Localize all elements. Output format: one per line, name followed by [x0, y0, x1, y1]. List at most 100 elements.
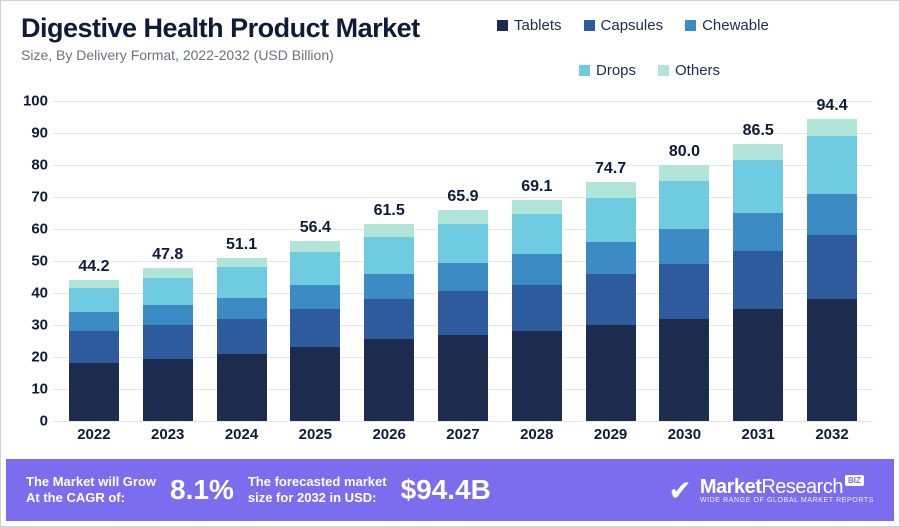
- cagr-value: 8.1%: [170, 474, 234, 506]
- bar-total-label: 56.4: [290, 219, 340, 237]
- y-tick-label: 10: [13, 381, 48, 398]
- legend-swatch: [579, 65, 590, 76]
- legend: TabletsCapsulesChewableDropsOthers: [497, 17, 877, 79]
- bar-column: 44.2: [69, 280, 119, 421]
- cagr-text: The Market will GrowAt the CAGR of:: [26, 474, 156, 507]
- x-tick-label: 2030: [659, 426, 709, 443]
- bar-segment-chewable: [438, 263, 488, 292]
- bar-segment-others: [807, 119, 857, 136]
- bar-column: 56.4: [290, 241, 340, 421]
- x-tick-label: 2031: [733, 426, 783, 443]
- legend-swatch: [685, 20, 696, 31]
- y-tick-label: 40: [13, 285, 48, 302]
- bar-segment-tablets: [290, 347, 340, 421]
- bar-segment-capsules: [143, 325, 193, 359]
- y-tick-label: 20: [13, 349, 48, 366]
- grid-line: [53, 421, 873, 422]
- bar-segment-others: [69, 280, 119, 289]
- bar-segment-others: [586, 182, 636, 198]
- bar-segment-chewable: [512, 254, 562, 285]
- bar-segment-capsules: [586, 274, 636, 325]
- bar-total-label: 69.1: [512, 178, 562, 196]
- bar-column: 47.8: [143, 268, 193, 421]
- bar-segment-chewable: [807, 194, 857, 236]
- legend-item: Tablets: [497, 17, 562, 34]
- bar-stack: 56.4: [290, 241, 340, 421]
- x-tick-label: 2022: [69, 426, 119, 443]
- bar-segment-chewable: [586, 242, 636, 274]
- bar-column: 74.7: [586, 182, 636, 421]
- legend-label: Capsules: [601, 17, 664, 34]
- bar-column: 69.1: [512, 200, 562, 421]
- bar-segment-tablets: [438, 335, 488, 421]
- bar-segment-chewable: [733, 213, 783, 251]
- bar-column: 94.4: [807, 119, 857, 421]
- bar-segment-chewable: [69, 312, 119, 331]
- bar-segment-others: [512, 200, 562, 214]
- y-tick-label: 0: [13, 413, 48, 430]
- brand-name: MarketResearch: [700, 476, 843, 498]
- x-tick-label: 2032: [807, 426, 857, 443]
- bars-container: 44.2 47.8 51.1 56.4 61.5 65.9 69.1 74.7 80.0 86.5…: [53, 101, 873, 421]
- bar-segment-capsules: [217, 319, 267, 354]
- legend-item: Capsules: [584, 17, 664, 34]
- bar-segment-capsules: [69, 331, 119, 363]
- bar-segment-drops: [438, 224, 488, 262]
- brand: ✔ MarketResearchBIZ WIDE RANGE OF GLOBAL…: [668, 474, 874, 507]
- legend-swatch: [584, 20, 595, 31]
- legend-swatch: [658, 65, 669, 76]
- bar-total-label: 80.0: [659, 143, 709, 161]
- legend-label: Drops: [596, 62, 636, 79]
- x-tick-label: 2028: [512, 426, 562, 443]
- bar-column: 51.1: [217, 258, 267, 421]
- bar-segment-tablets: [733, 309, 783, 421]
- bar-segment-tablets: [364, 339, 414, 421]
- bar-column: 65.9: [438, 210, 488, 421]
- forecast-text: The forecasted marketsize for 2032 in US…: [248, 474, 387, 507]
- y-tick-label: 30: [13, 317, 48, 334]
- bar-stack: 51.1: [217, 258, 267, 421]
- bar-segment-drops: [512, 214, 562, 254]
- x-tick-label: 2025: [290, 426, 340, 443]
- bar-segment-chewable: [217, 298, 267, 319]
- bar-segment-drops: [586, 198, 636, 242]
- legend-label: Tablets: [514, 17, 562, 34]
- legend-swatch: [497, 20, 508, 31]
- bar-segment-drops: [69, 288, 119, 312]
- bar-segment-capsules: [807, 235, 857, 299]
- legend-item: Others: [658, 62, 720, 79]
- bar-segment-drops: [733, 160, 783, 213]
- bar-segment-others: [143, 268, 193, 278]
- bar-total-label: 86.5: [733, 122, 783, 140]
- bar-segment-tablets: [659, 319, 709, 421]
- y-tick-label: 50: [13, 253, 48, 270]
- bar-segment-tablets: [512, 331, 562, 421]
- bar-segment-others: [438, 210, 488, 224]
- y-tick-label: 90: [13, 125, 48, 142]
- bar-stack: 61.5: [364, 224, 414, 421]
- chart-area: 010203040506070809010044.247.851.156.461…: [53, 101, 873, 421]
- bar-stack: 80.0: [659, 165, 709, 421]
- bar-segment-others: [659, 165, 709, 181]
- bar-segment-others: [364, 224, 414, 237]
- bar-segment-others: [217, 258, 267, 268]
- bar-segment-others: [290, 241, 340, 252]
- bar-total-label: 44.2: [69, 258, 119, 276]
- bar-stack: 47.8: [143, 268, 193, 421]
- bar-segment-others: [733, 144, 783, 160]
- bar-stack: 94.4: [807, 119, 857, 421]
- footer-banner: The Market will GrowAt the CAGR of: 8.1%…: [6, 459, 894, 521]
- bar-segment-drops: [290, 252, 340, 286]
- bar-total-label: 74.7: [586, 160, 636, 178]
- bar-total-label: 47.8: [143, 246, 193, 264]
- forecast-value: $94.4B: [401, 474, 491, 506]
- bar-total-label: 61.5: [364, 202, 414, 220]
- bar-stack: 65.9: [438, 210, 488, 421]
- brand-badge: BIZ: [845, 475, 864, 486]
- y-tick-label: 100: [13, 93, 48, 110]
- bar-segment-tablets: [217, 354, 267, 421]
- x-tick-label: 2024: [217, 426, 267, 443]
- bar-segment-capsules: [438, 291, 488, 334]
- bar-column: 86.5: [733, 144, 783, 421]
- bar-segment-capsules: [290, 309, 340, 347]
